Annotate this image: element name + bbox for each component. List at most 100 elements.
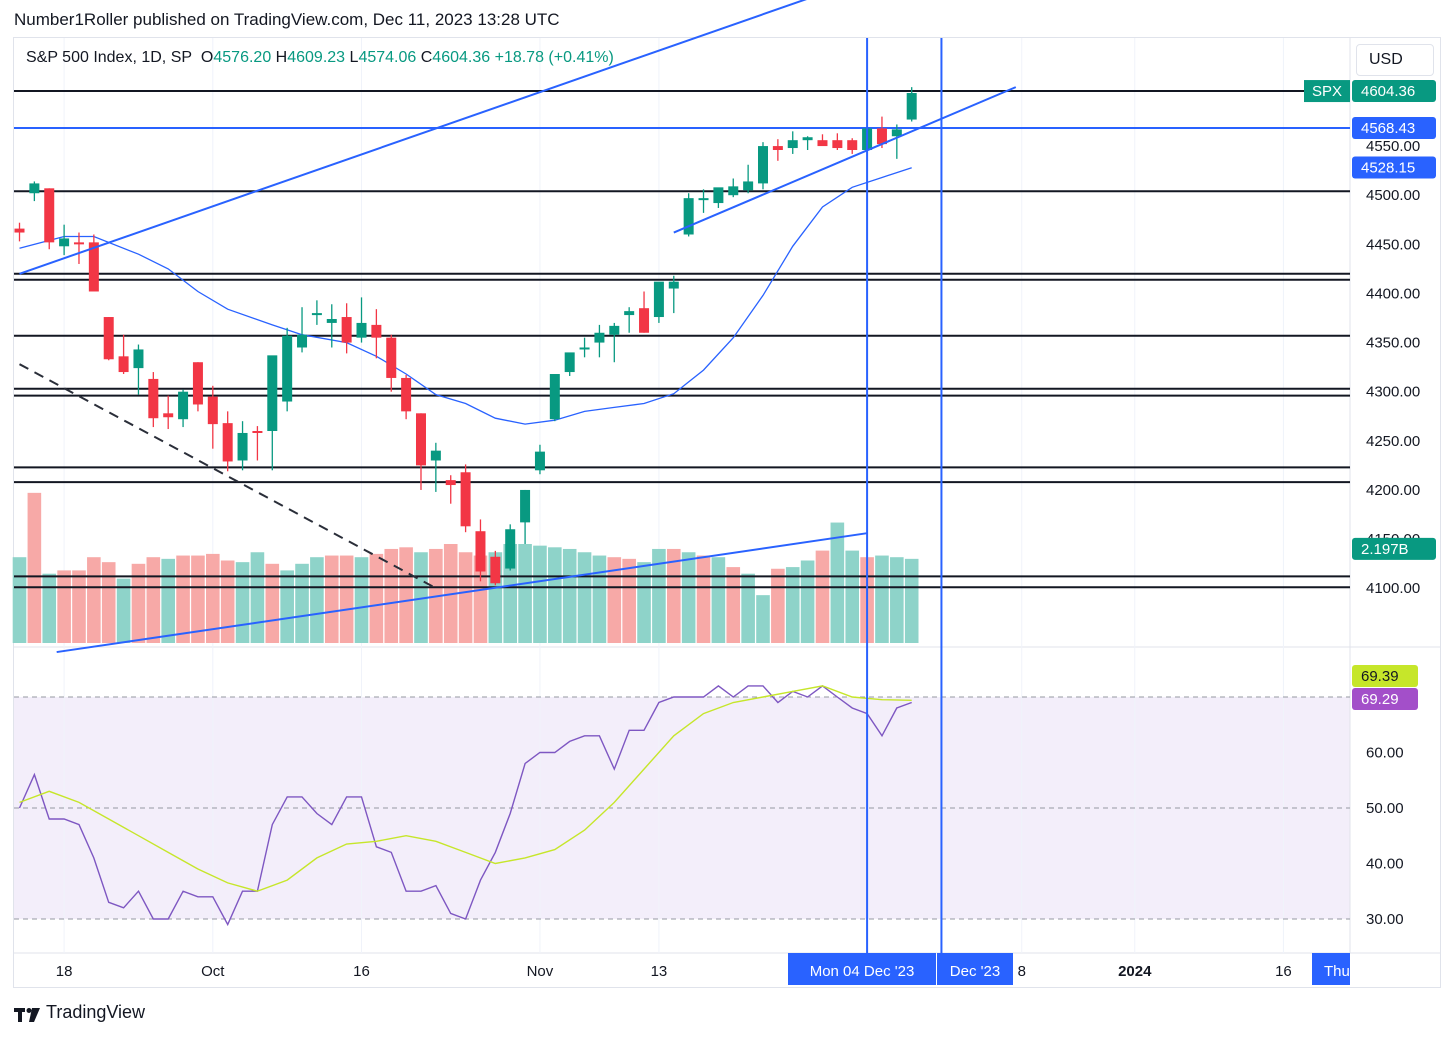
candle [520,489,531,544]
candle-body [73,242,84,245]
candle-body [698,198,709,201]
volume-bar [548,547,562,643]
price-tag: 2.197B [1352,537,1436,560]
candle-body [386,337,397,378]
rsi-layer [18,685,912,927]
candle-body [252,431,263,433]
candle [207,385,218,449]
candle [73,232,84,264]
volume-bar [562,548,577,643]
candle [192,362,203,412]
candle [847,138,858,154]
rsi-value-tag: 69.39 [1352,665,1418,687]
chart-frame[interactable] [13,37,1441,988]
candle [549,374,560,422]
candle [14,222,25,242]
volume-bar [800,560,815,643]
currency-button[interactable]: USD [1356,44,1434,76]
volume-bar [101,562,116,643]
candle-body [817,140,828,147]
rsi-band-layer [14,38,1440,954]
volume-bar [265,563,280,643]
candle [743,164,754,194]
candle [832,133,843,151]
symbol-name[interactable]: S&P 500 Index, 1D, SP [26,49,193,66]
price-tag-symbol-box [1304,80,1350,103]
trendlines-layer[interactable] [19,0,1017,654]
candle [44,188,55,250]
volume-bar [339,555,354,643]
candle-body [237,432,248,461]
candle-body [341,317,352,343]
price-tick-label: 4250.00 [1366,433,1420,450]
price-tick-label: 4550.00 [1366,138,1420,155]
candle [906,87,917,122]
candle [311,300,322,325]
candle [252,426,263,461]
volume-bar [666,548,681,643]
volume-bar [176,555,190,643]
rsi-value-tag: 69.29 [1352,688,1418,710]
volume-bar [681,552,696,643]
candle [178,389,189,428]
candle [267,355,278,471]
volume-bar [845,550,860,643]
candle [103,317,114,361]
volume-bar [622,558,636,643]
price-tick-label: 4450.00 [1366,236,1420,253]
high-value: 4609.23 [287,49,346,66]
candle-body [297,334,308,348]
candle [415,413,426,490]
low-label: L [349,49,359,66]
volume-bar [577,552,592,643]
candle-body [549,374,560,420]
level-lines-layer[interactable] [14,90,1350,589]
candle-body [772,146,783,151]
change-value: +18.78 (+0.41%) [494,49,614,66]
candle [490,550,501,586]
price-tag-box [1352,80,1436,103]
volume-bar [771,568,785,643]
low-value: 4574.06 [358,49,417,66]
candle [133,344,144,395]
price-tick-label: 4500.00 [1366,187,1420,204]
candle [698,189,709,213]
brand-footer[interactable]: TradingView [14,1002,145,1023]
axis-layer[interactable]: 4600.004550.004500.004450.004400.004350.… [56,89,1420,980]
symbol-header[interactable]: S&P 500 Index, 1D, SP O4576.20 H4609.23 … [26,49,614,67]
candle-body [891,129,902,137]
candle-body [148,378,159,419]
candle-body [326,318,337,323]
open-label: O [200,49,214,66]
candle [683,193,694,237]
volume-bar [830,522,845,643]
candle-body [906,93,917,120]
volume-bar [726,567,741,643]
volume-bar [875,555,889,643]
volume-bar [711,557,726,643]
candle [728,178,739,198]
candle-body [222,423,233,462]
candle [356,297,367,343]
rsi-tick-label: 50.00 [1366,800,1404,817]
candles-layer [14,87,917,586]
candle [118,334,129,375]
candle-body [520,489,531,523]
price-tag: 4568.43 [1352,116,1436,139]
candle [713,187,724,208]
price-tick-label: 4200.00 [1366,482,1420,499]
volume-layer [12,492,919,643]
volume-bar [87,557,101,643]
rsi-tick-label: 30.00 [1366,911,1404,928]
candle-body [579,347,590,350]
candle-body [832,140,843,149]
candle [475,519,486,582]
price-tag-value: 4528.15 [1361,160,1415,177]
candle [505,524,516,571]
volume-bar [235,562,250,643]
candle [371,309,382,359]
vertical-lines-layer[interactable] [866,38,943,953]
candle-body [445,480,456,486]
volume-bar [756,595,770,643]
